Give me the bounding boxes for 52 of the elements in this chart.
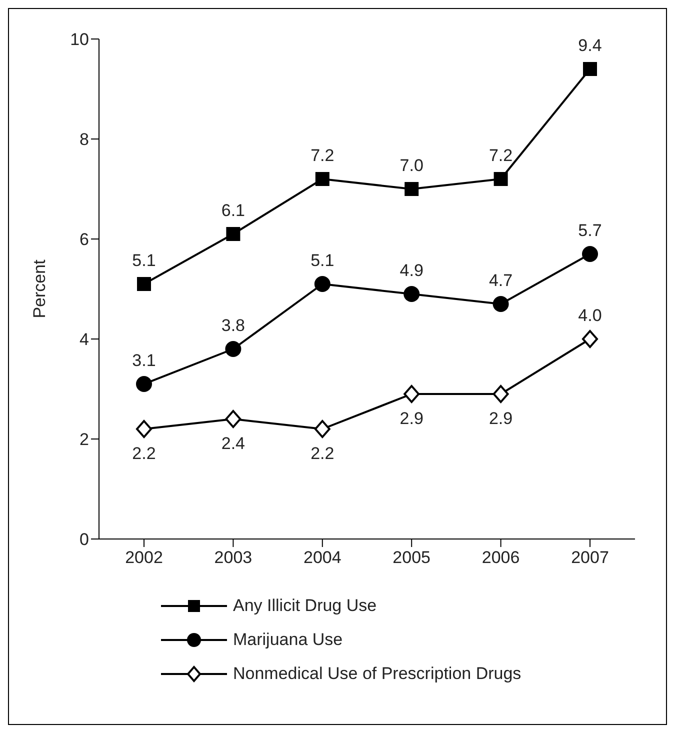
point xyxy=(225,341,242,357)
data-label: 5.1 xyxy=(310,251,334,270)
point xyxy=(492,385,509,403)
point xyxy=(404,182,419,196)
data-label: 2.9 xyxy=(488,409,513,428)
point xyxy=(136,376,152,392)
data-label: 2.2 xyxy=(310,444,334,463)
point xyxy=(315,172,330,186)
data-label: 3.1 xyxy=(132,351,156,370)
y-tick-label: 2 xyxy=(80,430,89,450)
data-label: 7.2 xyxy=(488,146,513,165)
x-tick-label: 2006 xyxy=(482,548,520,568)
legend-label: Marijuana Use xyxy=(233,630,343,650)
point xyxy=(226,227,240,241)
x-tick-label: 2004 xyxy=(303,548,342,568)
data-label: 9.4 xyxy=(578,36,602,55)
point xyxy=(137,277,151,291)
point xyxy=(225,410,242,428)
point xyxy=(494,172,508,186)
data-label: 2.9 xyxy=(400,409,424,428)
point xyxy=(314,276,330,292)
y-tick-label: 8 xyxy=(80,130,89,150)
y-tick-label: 6 xyxy=(80,230,89,250)
y-tick-label: 10 xyxy=(70,30,89,50)
data-label: 2.4 xyxy=(221,434,246,453)
point xyxy=(404,385,420,403)
data-label: 5.7 xyxy=(578,221,602,240)
data-label: 4.9 xyxy=(400,261,424,280)
x-tick-label: 2005 xyxy=(392,548,431,568)
point xyxy=(582,246,598,262)
x-tick-label: 2003 xyxy=(214,548,252,568)
y-tick-label: 4 xyxy=(80,330,89,350)
data-label: 6.1 xyxy=(221,201,246,220)
point xyxy=(404,286,420,302)
data-label: 4.0 xyxy=(578,306,602,325)
point xyxy=(314,420,330,438)
y-tick-label: 0 xyxy=(80,530,89,550)
x-tick-label: 2007 xyxy=(571,548,609,568)
data-label: 7.2 xyxy=(310,146,334,165)
data-label: 3.8 xyxy=(221,316,246,335)
data-label: 2.2 xyxy=(132,444,156,463)
point xyxy=(136,420,152,438)
point xyxy=(583,62,597,76)
data-label: 7.0 xyxy=(400,156,424,175)
legend-label: Nonmedical Use of Prescription Drugs xyxy=(233,664,522,684)
y-axis-title: Percent xyxy=(30,259,50,318)
data-label: 4.7 xyxy=(488,271,513,290)
point xyxy=(582,330,598,348)
legend-label: Any Illicit Drug Use xyxy=(233,596,377,616)
x-tick-label: 2002 xyxy=(125,548,163,568)
data-label: 5.1 xyxy=(132,251,156,270)
point xyxy=(492,296,509,312)
